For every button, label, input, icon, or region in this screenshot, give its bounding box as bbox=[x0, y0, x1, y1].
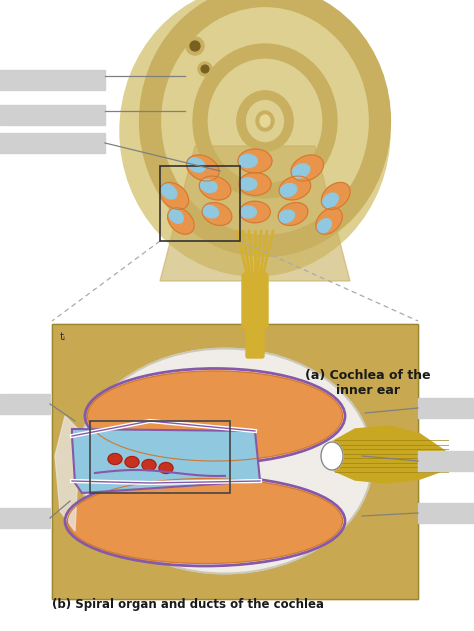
Ellipse shape bbox=[292, 164, 310, 178]
Ellipse shape bbox=[238, 149, 272, 173]
Polygon shape bbox=[72, 429, 260, 493]
Bar bbox=[0, 70, 105, 90]
Ellipse shape bbox=[280, 184, 297, 197]
FancyBboxPatch shape bbox=[242, 273, 268, 329]
Ellipse shape bbox=[200, 179, 217, 192]
Bar bbox=[0, 133, 105, 153]
Circle shape bbox=[198, 62, 212, 76]
Ellipse shape bbox=[260, 115, 270, 127]
Text: (b) Spiral organ and ducts of the cochlea: (b) Spiral organ and ducts of the cochle… bbox=[52, 598, 324, 611]
Ellipse shape bbox=[168, 208, 194, 234]
Ellipse shape bbox=[161, 184, 177, 199]
Ellipse shape bbox=[142, 459, 156, 471]
Ellipse shape bbox=[321, 182, 350, 209]
FancyBboxPatch shape bbox=[246, 322, 264, 358]
Bar bbox=[90, 421, 230, 493]
Ellipse shape bbox=[240, 201, 270, 223]
Ellipse shape bbox=[239, 206, 256, 218]
Circle shape bbox=[186, 37, 204, 55]
Ellipse shape bbox=[239, 173, 271, 196]
Ellipse shape bbox=[239, 178, 257, 191]
Ellipse shape bbox=[279, 176, 310, 200]
Polygon shape bbox=[55, 416, 80, 531]
Ellipse shape bbox=[159, 463, 173, 473]
Ellipse shape bbox=[88, 371, 343, 461]
Polygon shape bbox=[160, 146, 350, 281]
Circle shape bbox=[190, 41, 200, 51]
Text: tᵢ: tᵢ bbox=[60, 332, 66, 342]
Ellipse shape bbox=[321, 442, 343, 470]
Ellipse shape bbox=[125, 456, 139, 468]
Bar bbox=[52, 324, 418, 599]
Text: (a) Cochlea of the
inner ear: (a) Cochlea of the inner ear bbox=[305, 369, 431, 397]
Bar bbox=[0, 105, 105, 125]
Bar bbox=[0, 394, 50, 414]
Bar bbox=[160, 166, 240, 241]
Ellipse shape bbox=[160, 182, 189, 209]
Ellipse shape bbox=[78, 348, 373, 574]
Ellipse shape bbox=[200, 176, 231, 200]
Ellipse shape bbox=[169, 209, 183, 223]
Bar bbox=[0, 508, 50, 528]
Ellipse shape bbox=[256, 111, 274, 131]
Ellipse shape bbox=[317, 219, 331, 233]
Ellipse shape bbox=[238, 155, 257, 168]
Ellipse shape bbox=[202, 203, 232, 225]
Polygon shape bbox=[330, 426, 448, 483]
Ellipse shape bbox=[322, 193, 338, 208]
Ellipse shape bbox=[67, 478, 343, 563]
Bar bbox=[418, 503, 474, 523]
Ellipse shape bbox=[291, 155, 323, 181]
Ellipse shape bbox=[316, 208, 342, 234]
Bar bbox=[418, 451, 474, 471]
Ellipse shape bbox=[202, 205, 219, 218]
Circle shape bbox=[201, 65, 209, 73]
Ellipse shape bbox=[108, 454, 122, 464]
Ellipse shape bbox=[187, 155, 219, 181]
Ellipse shape bbox=[278, 203, 308, 225]
Ellipse shape bbox=[278, 210, 294, 223]
Bar bbox=[418, 398, 474, 418]
Ellipse shape bbox=[188, 158, 205, 172]
Ellipse shape bbox=[120, 0, 390, 276]
Bar bbox=[52, 324, 418, 599]
